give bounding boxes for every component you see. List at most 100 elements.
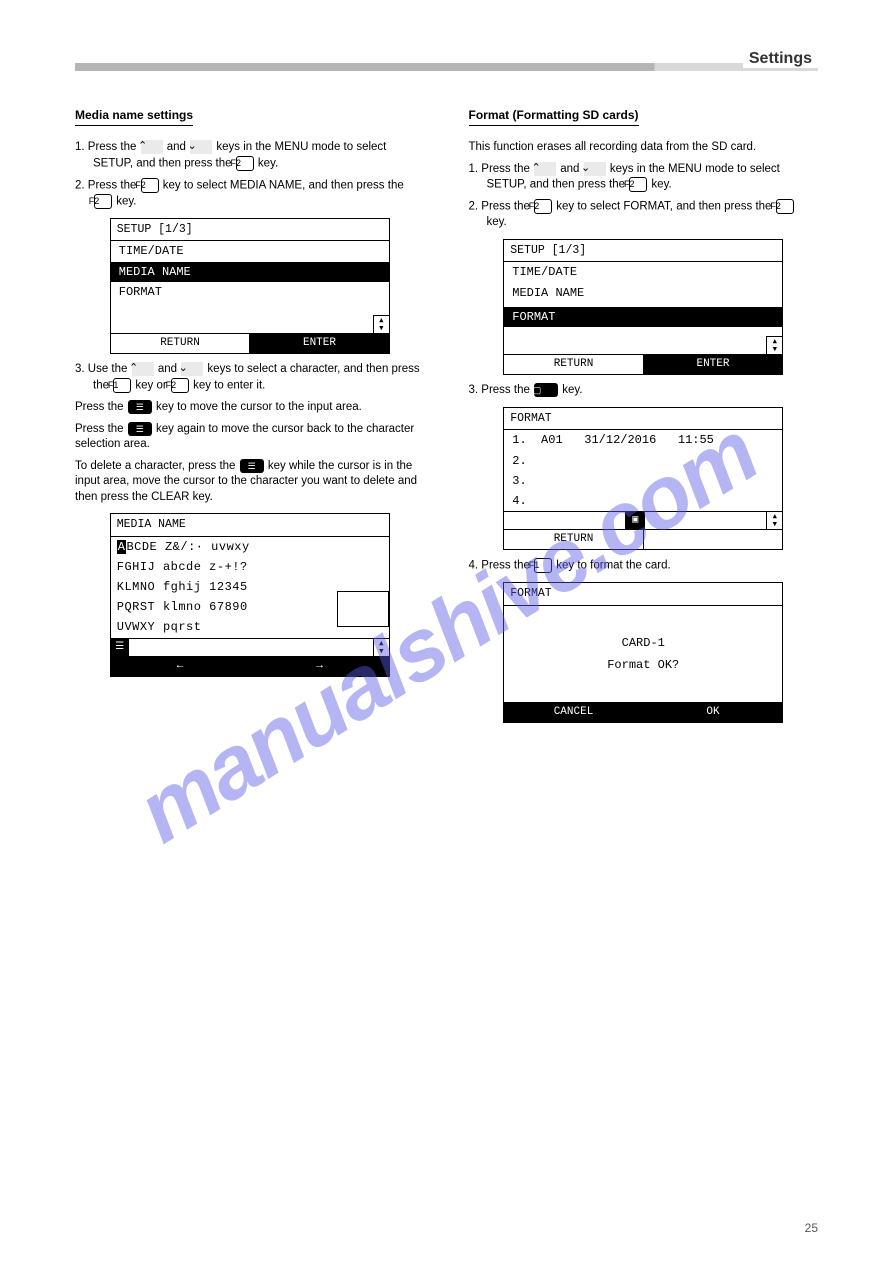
lcd-title: FORMAT: [504, 583, 782, 606]
lcd-body: 1. A01 31/12/2016 11:55 2. 3. 4.: [504, 430, 782, 511]
lcd-row: FORMAT: [111, 282, 389, 302]
lcd-row-selected: MEDIA NAME: [111, 262, 389, 282]
lcd-confirm-line2: Format OK?: [607, 657, 679, 673]
scroll-indicator-icon: ▴▾: [373, 639, 389, 656]
text: key.: [116, 195, 136, 207]
lcd-body: TIME/DATE MEDIA NAME FORMAT ▴▾: [111, 241, 389, 333]
text: 2. Press the: [75, 179, 140, 191]
lcd-footer-ok: OK: [644, 703, 783, 722]
text: 4. Press the: [469, 560, 534, 572]
text: To delete a character, press the: [75, 460, 239, 472]
left-step-3: 3. Use the ⌃ and ⌄ keys to select a char…: [75, 362, 425, 394]
lcd-row: ABCDE Z&/:· uvwxy: [111, 537, 389, 557]
right-step-1: 1. Press the ⌃ and ⌄ keys in the MENU mo…: [469, 162, 819, 194]
lcd-setup-menu: SETUP [1/3] TIME/DATE MEDIA NAME FORMAT …: [110, 218, 390, 355]
menu-key-icon: ☰: [240, 459, 264, 473]
lcd-title: FORMAT: [504, 408, 782, 431]
lcd-title: MEDIA NAME: [111, 514, 389, 537]
left-note-2: Press the ☰ key again to move the cursor…: [75, 422, 425, 453]
right-step-4: 4. Press the F1 key to format the card.: [469, 558, 819, 574]
f1-key-icon: F1: [534, 558, 552, 573]
up-arrow-icon: ⌃: [141, 140, 163, 154]
f2-key-icon: F2: [776, 199, 794, 214]
menu-key-icon: ☰: [128, 422, 152, 436]
text: key.: [487, 216, 507, 228]
lcd-setup-format: SETUP [1/3] TIME/DATE MEDIA NAME FORMAT …: [503, 239, 783, 376]
f2-key-icon: F2: [94, 194, 112, 209]
text: key to move the cursor to the input area…: [156, 401, 362, 413]
lcd-row: 1. A01 31/12/2016 11:55: [504, 430, 782, 450]
lcd-row: 2.: [504, 451, 782, 471]
text: 1. Press the: [75, 141, 140, 153]
spacer: [504, 512, 625, 529]
down-arrow-icon: ⌄: [190, 140, 212, 154]
down-arrow-icon: ⌄: [181, 362, 203, 376]
up-arrow-icon: ⌃: [132, 362, 154, 376]
left-note-1: Press the ☰ key to move the cursor to th…: [75, 400, 425, 416]
lcd-title: SETUP [1/3]: [111, 219, 389, 242]
left-column: Media name settings 1. Press the ⌃ and ⌄…: [75, 89, 425, 731]
lcd-format-list: FORMAT 1. A01 31/12/2016 11:55 2. 3. 4. …: [503, 407, 783, 550]
lcd-title: SETUP [1/3]: [504, 240, 782, 263]
f2-key-icon: F2: [171, 378, 189, 393]
text: 3. Press the: [469, 384, 534, 396]
lcd-footer-enter: ENTER: [644, 355, 783, 374]
text: and: [158, 363, 180, 375]
lcd-body: TIME/DATE MEDIA NAME FORMAT ▴▾: [504, 262, 782, 354]
highlighted-char: A: [117, 540, 127, 554]
lcd-footer-cancel: CANCEL: [504, 703, 644, 722]
lcd-row-selected: FORMAT: [504, 307, 782, 327]
left-note-3: To delete a character, press the ☰ key w…: [75, 459, 425, 506]
scroll-indicator-icon: ▴▾: [373, 315, 389, 333]
lcd-footer-return: RETURN: [111, 334, 251, 353]
preview-box: [337, 591, 389, 627]
lcd-confirm-line1: CARD-1: [622, 635, 665, 651]
right-step-3: 3. Press the ▢ key.: [469, 383, 819, 399]
lcd-row: 3.: [504, 471, 782, 491]
right-column: Format (Formatting SD cards) This functi…: [469, 89, 819, 731]
f1-key-icon: F1: [113, 378, 131, 393]
page-number: 25: [805, 1221, 818, 1235]
spacer: [645, 512, 766, 529]
lcd-footer-right-arrow: →: [250, 657, 389, 676]
scroll-indicator-icon: ▴▾: [766, 512, 782, 529]
text: Press the: [75, 423, 127, 435]
lcd-media-name: MEDIA NAME ABCDE Z&/:· uvwxy FGHIJ abcde…: [110, 513, 390, 676]
f2-key-icon: F2: [236, 156, 254, 171]
header-divider: [75, 63, 818, 71]
lcd-footer: ← →: [111, 656, 389, 676]
lcd-row: TIME/DATE: [504, 262, 782, 282]
lcd-footer-return: RETURN: [504, 355, 644, 374]
text: 2. Press the: [469, 201, 534, 213]
up-arrow-icon: ⌃: [534, 162, 556, 176]
lcd-body: CARD-1 Format OK?: [504, 606, 782, 702]
header-bar: Settings: [75, 55, 818, 79]
left-step-1: 1. Press the ⌃ and ⌄ keys in the MENU mo…: [75, 140, 425, 172]
display-indicator-icon: ▣: [625, 512, 645, 529]
spacer: [129, 639, 373, 656]
lcd-row: TIME/DATE: [111, 241, 389, 261]
text: key or: [135, 379, 170, 391]
text: key to format the card.: [556, 560, 670, 572]
lcd-footer-left-arrow: ←: [111, 657, 251, 676]
text: key to select FORMAT, and then press the: [556, 201, 774, 213]
lcd-footer-return: RETURN: [504, 530, 644, 549]
f2-key-icon: F2: [629, 177, 647, 192]
lcd-row: FGHIJ abcde z-+!?: [111, 557, 389, 577]
menu-key-icon: ☰: [128, 400, 152, 414]
left-heading: Media name settings: [75, 107, 193, 126]
display-key-icon: ▢: [534, 383, 558, 397]
text: key to enter it.: [193, 379, 265, 391]
lcd-row: [111, 306, 389, 310]
down-arrow-icon: ⌄: [584, 162, 606, 176]
text: key.: [258, 157, 278, 169]
lcd-midline: ☰ ▴▾: [111, 638, 389, 656]
lcd-footer: RETURN ENTER: [504, 354, 782, 374]
menu-indicator-icon: ☰: [111, 639, 129, 656]
text: key to select MEDIA NAME, and then press…: [163, 179, 404, 191]
lcd-footer: RETURN ENTER: [111, 333, 389, 353]
right-intro: This function erases all recording data …: [469, 140, 819, 156]
lcd-footer-enter: ENTER: [250, 334, 389, 353]
f2-key-icon: F2: [534, 199, 552, 214]
section-tag: Settings: [743, 50, 818, 68]
